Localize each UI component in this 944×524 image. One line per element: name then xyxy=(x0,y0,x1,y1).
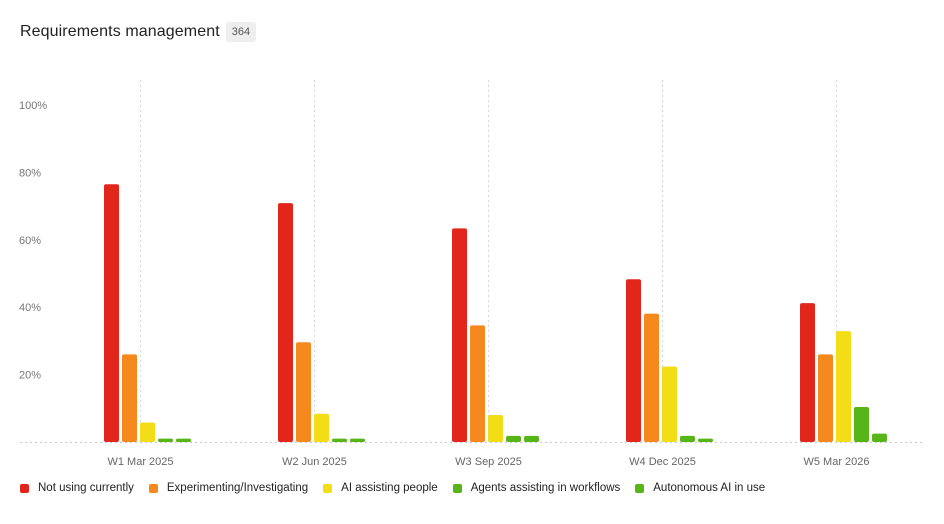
bar[interactable]: Not using currently — W1 Mar 2025: 76.5% xyxy=(104,184,119,442)
bar[interactable]: Autonomous AI in use — W4 Dec 2025: 1% xyxy=(698,438,713,442)
bar[interactable]: Autonomous AI in use — W2 Jun 2025: 1% xyxy=(350,438,365,442)
x-tick-label: W2 Jun 2025 xyxy=(282,456,347,468)
bar[interactable]: AI assisting people — W5 Mar 2026: 32.9% xyxy=(836,331,851,442)
x-tick-label: W1 Mar 2025 xyxy=(107,456,173,468)
x-tick-label: W4 Dec 2025 xyxy=(629,456,696,468)
bar[interactable]: Autonomous AI in use — W1 Mar 2025: 1% xyxy=(176,438,191,442)
x-tick-label: W5 Mar 2026 xyxy=(803,456,869,468)
y-tick-label: 20% xyxy=(19,370,41,382)
legend-swatch xyxy=(323,483,333,493)
bar-chart: 20% 40% 60% 80% 100% Not using currently — W1… xyxy=(19,80,922,468)
bar[interactable]: Experimenting/Investigating — W3 Sep 202… xyxy=(470,325,485,442)
bar[interactable]: Agents assisting in workflows — W5 Mar 2… xyxy=(854,406,869,442)
legend-label: Autonomous AI in use xyxy=(653,482,766,494)
legend-item[interactable]: Experimenting/Investigating xyxy=(148,482,309,494)
x-tick-label: W3 Sep 2025 xyxy=(455,456,522,468)
bar[interactable]: Experimenting/Investigating — W5 Mar 202… xyxy=(818,354,833,442)
bar[interactable]: Not using currently — W4 Dec 2025: 48.3% xyxy=(626,279,641,442)
bar[interactable]: AI assisting people — W2 Jun 2025: 8.4% xyxy=(314,413,329,442)
bar[interactable]: Autonomous AI in use — W5 Mar 2026: 2.5% xyxy=(872,433,887,442)
bar[interactable]: Agents assisting in workflows — W1 Mar 2… xyxy=(158,438,173,442)
bar[interactable]: AI assisting people — W1 Mar 2025: 5.8% xyxy=(140,422,155,442)
legend-label: Agents assisting in workflows xyxy=(470,482,621,494)
y-tick-label: 100% xyxy=(19,100,47,112)
bar[interactable]: Experimenting/Investigating — W1 Mar 202… xyxy=(122,354,137,442)
legend-label: Not using currently xyxy=(38,482,134,494)
legend-item[interactable]: Not using currently xyxy=(20,482,134,494)
bar[interactable]: Autonomous AI in use — W3 Sep 2025: 1.8% xyxy=(524,435,539,442)
chart-title: Requirements management xyxy=(20,23,220,40)
bar[interactable]: Agents assisting in workflows — W2 Jun 2… xyxy=(332,438,347,442)
bar[interactable]: Not using currently — W5 Mar 2026: 41.2% xyxy=(800,303,815,442)
y-tick-label: 80% xyxy=(19,167,41,179)
bar[interactable]: AI assisting people — W3 Sep 2025: 8% xyxy=(488,415,503,442)
bar[interactable]: Agents assisting in workflows — W3 Sep 2… xyxy=(506,435,521,442)
bar[interactable]: Not using currently — W2 Jun 2025: 70.9% xyxy=(278,203,293,442)
legend-item[interactable]: Autonomous AI in use xyxy=(635,482,765,494)
chart-legend: Not using currently Experimenting/Investi… xyxy=(20,482,780,494)
legend-swatch xyxy=(635,483,645,493)
legend-label: Experimenting/Investigating xyxy=(166,482,309,494)
legend-swatch xyxy=(20,483,29,493)
legend-label: AI assisting people xyxy=(341,482,438,494)
y-tick-label: 60% xyxy=(19,235,41,247)
legend-item[interactable]: AI assisting people xyxy=(323,482,438,494)
bar[interactable]: Not using currently — W3 Sep 2025: 63.4% xyxy=(452,228,467,442)
legend-swatch xyxy=(148,483,158,493)
y-tick-label: 40% xyxy=(19,302,41,314)
bar[interactable]: Agents assisting in workflows — W4 Dec 2… xyxy=(680,435,695,442)
legend-swatch xyxy=(452,483,462,493)
bar[interactable]: Experimenting/Investigating — W4 Dec 202… xyxy=(644,313,659,442)
legend-item[interactable]: Agents assisting in workflows xyxy=(452,482,621,494)
chart-header: Requirements management 364 xyxy=(20,22,257,42)
bar[interactable]: AI assisting people — W4 Dec 2025: 22.4% xyxy=(662,366,677,442)
response-count-badge: 364 xyxy=(225,22,257,42)
bar[interactable]: Experimenting/Investigating — W2 Jun 202… xyxy=(296,342,311,442)
